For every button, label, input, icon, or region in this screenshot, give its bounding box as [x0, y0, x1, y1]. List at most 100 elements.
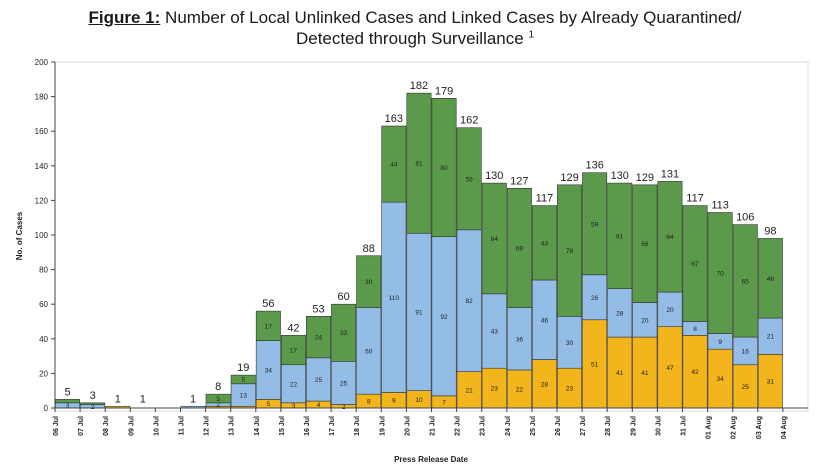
x-tick-label: 31 Jul [681, 416, 688, 436]
bar-segment-label: 28 [616, 310, 624, 317]
bar-segment [280, 335, 306, 366]
bar-segment-label: 23 [491, 386, 499, 393]
bar-total-label: 106 [736, 212, 754, 224]
x-tick-label: 26 Jul [555, 416, 562, 436]
bar-segment [306, 316, 332, 359]
x-tick-label: 07 Jul [78, 416, 85, 436]
bar-total-label: 56 [262, 298, 274, 310]
x-tick-label: 06 Jul [53, 416, 60, 436]
bar-total-label: 1 [190, 393, 196, 405]
title-text-2: Detected through Surveillance [295, 29, 524, 48]
bar-total-label: 42 [287, 322, 299, 334]
bar-segment-label: 61 [616, 233, 624, 240]
bar-segment [607, 288, 633, 338]
bar-total-label: 5 [64, 386, 70, 398]
x-tick-label: 19 Jul [379, 416, 386, 436]
bar-segment [381, 201, 407, 393]
bar-segment-label: 3 [292, 403, 296, 410]
bar-segment [607, 336, 633, 409]
x-tick-label: 18 Jul [354, 416, 361, 436]
bar-segment [632, 302, 658, 338]
bar-segment-label: 76 [566, 248, 574, 255]
bar-total-label: 182 [410, 80, 428, 92]
x-tick-label: 23 Jul [480, 416, 487, 436]
x-tick-label: 24 Jul [505, 416, 512, 436]
bar-segment [255, 310, 281, 341]
bar-segment-label: 69 [516, 245, 524, 252]
bar-segment [506, 369, 532, 409]
x-tick-label: 20 Jul [404, 416, 411, 436]
bar-segment [707, 212, 733, 334]
footnote-mark: 1 [528, 29, 535, 41]
x-tick-label: 17 Jul [329, 416, 336, 436]
bar-segment-label: 68 [641, 241, 649, 248]
y-tick-label: 60 [39, 300, 48, 309]
bar-segment [481, 182, 507, 295]
bar-segment-label: 8 [693, 326, 697, 333]
bar-segment [255, 340, 281, 400]
bar-segment-label: 30 [566, 340, 574, 347]
bar-segment-label: 9 [718, 339, 722, 346]
y-tick-label: 0 [44, 404, 49, 413]
bar-total-label: 1 [140, 393, 146, 405]
bar-segment [306, 357, 332, 402]
bar-segment-label: 5 [241, 377, 245, 384]
bar-total-label: 130 [611, 170, 629, 182]
bar-segment-label: 23 [566, 386, 574, 393]
bar-segment-label: 28 [541, 381, 549, 388]
y-tick-label: 40 [39, 335, 48, 344]
bar-segment-label: 50 [365, 348, 373, 355]
x-tick-label: 14 Jul [254, 416, 261, 436]
bar-total-label: 8 [215, 381, 221, 393]
bar-segment [732, 336, 758, 366]
bar-total-label: 113 [711, 200, 729, 212]
bar-segment-label: 34 [717, 376, 725, 383]
y-tick-label: 160 [35, 127, 49, 136]
x-tick-label: 10 Jul [153, 416, 160, 436]
bar-segment-label: 41 [616, 370, 624, 377]
bar-segment-label: 2 [216, 402, 220, 409]
bar-total-label: 117 [686, 193, 704, 205]
bar-total-label: 19 [237, 362, 249, 374]
bar-segment-label: 9 [392, 398, 396, 405]
bar-segment-label: 3 [66, 403, 70, 410]
y-tick-label: 80 [39, 266, 48, 275]
bar-segment [582, 172, 608, 276]
bar-segment-label: 110 [389, 295, 400, 302]
bar-segment [406, 92, 432, 234]
x-tick-label: 29 Jul [630, 416, 637, 436]
bar-segment [757, 354, 783, 409]
bar-segment-label: 26 [591, 295, 599, 302]
bar-segment-label: 4 [317, 402, 321, 409]
bar-segment-label: 31 [767, 379, 775, 386]
bar-segment [557, 184, 583, 317]
bar-segment [80, 402, 106, 405]
bar-segment [657, 181, 683, 293]
bar-segment-label: 16 [742, 348, 750, 355]
bar-total-label: 60 [338, 291, 350, 303]
bar-segment [582, 274, 608, 321]
bar-segment-label: 46 [767, 276, 775, 283]
y-tick-label: 120 [35, 196, 49, 205]
x-tick-label: 11 Jul [179, 416, 186, 436]
bar-segment [331, 303, 357, 362]
bar-segment-label: 13 [240, 393, 248, 400]
bar-segment [707, 348, 733, 409]
bar-segment-label: 82 [466, 298, 474, 305]
x-tick-label: 16 Jul [304, 416, 311, 436]
bar-segment [230, 374, 256, 385]
bar-segment [356, 255, 382, 308]
bar-segment-label: 25 [340, 380, 348, 387]
bar-segment [531, 205, 557, 281]
bar-segment-label: 42 [691, 369, 699, 376]
bar-segment-label: 30 [365, 279, 373, 286]
bar-segment-label: 59 [591, 221, 599, 228]
bar-segment-label: 70 [717, 271, 725, 278]
x-tick-label: 04 Aug [781, 416, 788, 439]
bar-segment [456, 229, 482, 372]
bar-segment-label: 46 [541, 317, 549, 324]
bar-segment-label: 7 [442, 399, 446, 406]
bar-segment-label: 8 [367, 399, 371, 406]
